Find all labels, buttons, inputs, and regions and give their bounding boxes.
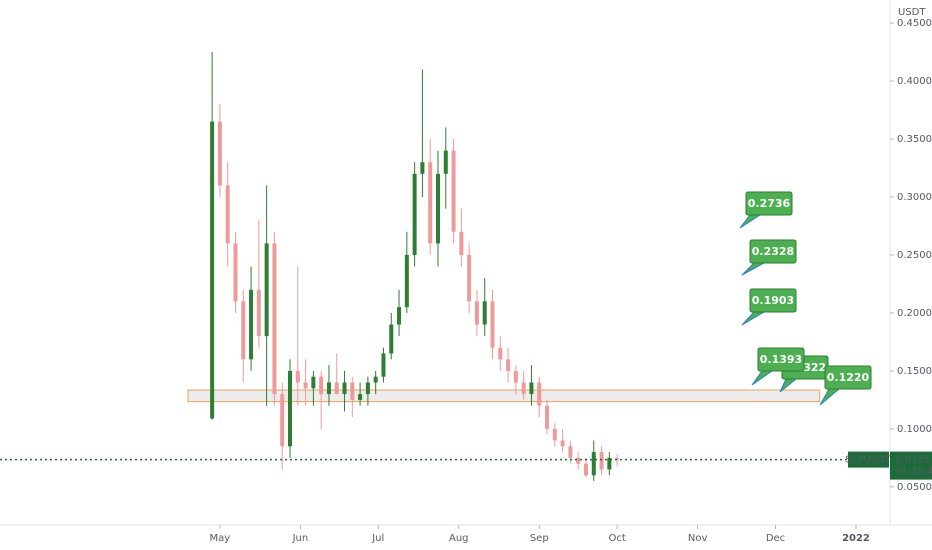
price-label: 0.0735 xyxy=(895,455,930,466)
candle-body xyxy=(537,382,542,406)
x-tick-label: Dec xyxy=(766,533,785,544)
candle-body xyxy=(342,382,347,395)
candle-body xyxy=(256,289,261,337)
candle-body xyxy=(420,162,425,174)
y-tick-label: 0.4000 xyxy=(897,76,932,87)
candle-body xyxy=(303,382,308,389)
y-tick-label: 0.4500 xyxy=(897,18,932,29)
candle-body xyxy=(326,382,331,395)
candle-body xyxy=(576,457,581,464)
candle-body xyxy=(381,353,386,377)
candle-body xyxy=(506,359,511,371)
x-tick-label: Sep xyxy=(530,533,549,544)
candle-body xyxy=(358,394,363,400)
x-tick-label: Aug xyxy=(449,533,469,544)
candle-body xyxy=(272,243,277,395)
candle-body xyxy=(474,301,479,325)
candle-body xyxy=(288,370,293,447)
candle-body xyxy=(451,150,456,232)
callout-box xyxy=(745,191,793,216)
y-tick-label: 0.2500 xyxy=(897,250,932,261)
candle-body xyxy=(498,347,503,360)
candle-body xyxy=(482,301,487,325)
callout-box xyxy=(824,365,872,390)
price-label-bg xyxy=(890,451,932,480)
candle-body xyxy=(225,185,230,244)
y-tick-label: 0.0500 xyxy=(897,482,932,493)
candle-body xyxy=(615,457,620,460)
candle-body xyxy=(397,307,402,325)
candle-body xyxy=(241,301,246,360)
candle-body xyxy=(217,121,222,186)
callout-label: 0.1393 xyxy=(760,353,802,366)
callout-box xyxy=(749,288,797,313)
symbol-label-bg xyxy=(848,451,889,468)
axis-unit: USDT xyxy=(898,7,926,18)
candle-body xyxy=(467,254,472,302)
zone xyxy=(187,389,821,403)
candle-body xyxy=(599,452,604,470)
x-tick-label: Nov xyxy=(688,533,708,544)
callout-label: 0.2736 xyxy=(748,197,791,210)
x-tick-label: May xyxy=(210,533,231,544)
y-tick-label: 0.1500 xyxy=(897,366,932,377)
y-tick-label: 0.3000 xyxy=(897,192,932,203)
x-tick-label: 2022 xyxy=(842,533,870,544)
candle-body xyxy=(459,231,464,255)
candle-body xyxy=(280,394,285,447)
candle-body xyxy=(583,463,588,476)
candle-body xyxy=(334,382,339,395)
candle-body xyxy=(295,370,300,383)
y-tick-label: 0.3500 xyxy=(897,134,932,145)
candle-body xyxy=(607,457,612,470)
x-tick-label: Jun xyxy=(292,533,309,544)
candle-body xyxy=(311,376,316,389)
callout-label: 0.1220 xyxy=(827,371,870,384)
candle-body xyxy=(591,452,596,476)
candle-body xyxy=(249,289,254,360)
candle-body xyxy=(210,121,215,419)
candle-body xyxy=(389,324,394,354)
candle-body xyxy=(568,446,573,458)
candle-body xyxy=(552,428,557,441)
candle-body xyxy=(233,243,238,302)
candle-body xyxy=(350,382,355,400)
candle-body xyxy=(490,301,495,348)
candle-body xyxy=(319,376,324,395)
candle-body xyxy=(521,382,526,395)
callout-box xyxy=(749,239,797,264)
callout-box xyxy=(757,347,805,372)
callout-label: 0.2328 xyxy=(752,245,794,258)
candle-body xyxy=(412,173,417,255)
symbol-label: SLPUSDT xyxy=(845,455,891,466)
y-tick-label: 0.1000 xyxy=(897,424,932,435)
candle-body xyxy=(404,254,409,308)
y-tick-label: 0.2000 xyxy=(897,308,932,319)
candle-body xyxy=(373,376,378,383)
candle-body xyxy=(435,173,440,244)
candle-body xyxy=(545,405,550,429)
candle-body xyxy=(513,370,518,383)
candle-body xyxy=(428,162,433,244)
callout-label: 0.1903 xyxy=(752,294,794,307)
x-tick-label: Oct xyxy=(608,533,625,544)
candle-body xyxy=(529,382,534,395)
candle-body xyxy=(365,382,370,395)
countdown-label: 01:28:43 xyxy=(895,467,932,478)
candle-body xyxy=(443,150,448,174)
candle-body xyxy=(560,440,565,447)
candle-body xyxy=(264,243,269,337)
x-tick-label: Jul xyxy=(371,533,384,544)
